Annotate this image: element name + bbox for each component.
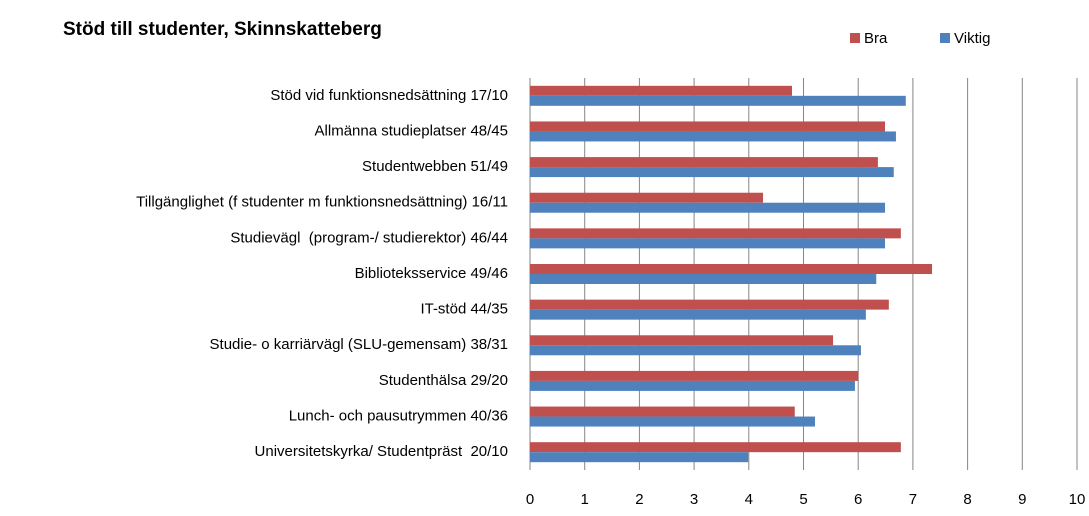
y-tick-label: IT-stöd 44/35 bbox=[420, 301, 508, 318]
bar bbox=[530, 380, 855, 391]
bar bbox=[530, 345, 861, 356]
bar bbox=[530, 238, 886, 249]
y-tick-label: Allmänna studieplatser 48/45 bbox=[315, 122, 508, 139]
x-tick-label: 10 bbox=[1069, 491, 1086, 508]
bar bbox=[530, 335, 834, 346]
bar bbox=[530, 157, 878, 168]
bar bbox=[530, 264, 933, 274]
x-tick-label: 3 bbox=[690, 491, 698, 508]
bar bbox=[530, 299, 889, 310]
x-tick-label: 0 bbox=[526, 491, 534, 508]
bar bbox=[530, 167, 894, 178]
y-tick-label: Lunch- och pausutrymmen 40/36 bbox=[289, 408, 508, 425]
y-tick-label: Tillgänglighet (f studenter m funktionsn… bbox=[136, 194, 508, 211]
bar bbox=[530, 131, 896, 142]
bar bbox=[530, 416, 815, 427]
x-tick-label: 2 bbox=[635, 491, 643, 508]
legend-swatch bbox=[940, 33, 950, 43]
x-tick-label: 5 bbox=[799, 491, 807, 508]
bar bbox=[530, 452, 749, 463]
bar bbox=[530, 202, 886, 213]
legend-label: Bra bbox=[864, 30, 888, 47]
x-tick-label: 8 bbox=[963, 491, 971, 508]
y-tick-label: Studievägl (program-/ studierektor) 46/4… bbox=[230, 229, 508, 246]
bar bbox=[530, 274, 877, 284]
bar bbox=[530, 406, 795, 417]
chart-title: Stöd till studenter, Skinnskatteberg bbox=[63, 19, 382, 40]
bar bbox=[530, 442, 901, 453]
bar bbox=[530, 370, 859, 381]
legend-swatch bbox=[850, 33, 860, 43]
x-tick-label: 7 bbox=[909, 491, 917, 508]
bar bbox=[530, 121, 886, 132]
bar bbox=[530, 95, 906, 106]
bar bbox=[530, 309, 866, 320]
y-tick-label: Studie- o karriärvägl (SLU-gemensam) 38/… bbox=[210, 336, 508, 353]
y-tick-label: Studentwebben 51/49 bbox=[362, 158, 508, 175]
legend-label: Viktig bbox=[954, 30, 990, 47]
y-tick-label: Studenthälsa 29/20 bbox=[379, 372, 508, 389]
x-tick-label: 9 bbox=[1018, 491, 1026, 508]
x-tick-label: 4 bbox=[745, 491, 753, 508]
bar bbox=[530, 228, 901, 239]
x-tick-label: 6 bbox=[854, 491, 862, 508]
y-tick-label: Biblioteksservice 49/46 bbox=[355, 265, 508, 282]
bar bbox=[530, 85, 793, 96]
x-tick-label: 1 bbox=[581, 491, 589, 508]
y-tick-label: Universitetskyrka/ Studentpräst 20/10 bbox=[255, 443, 508, 460]
bar bbox=[530, 192, 764, 203]
y-tick-label: Stöd vid funktionsnedsättning 17/10 bbox=[270, 87, 508, 104]
